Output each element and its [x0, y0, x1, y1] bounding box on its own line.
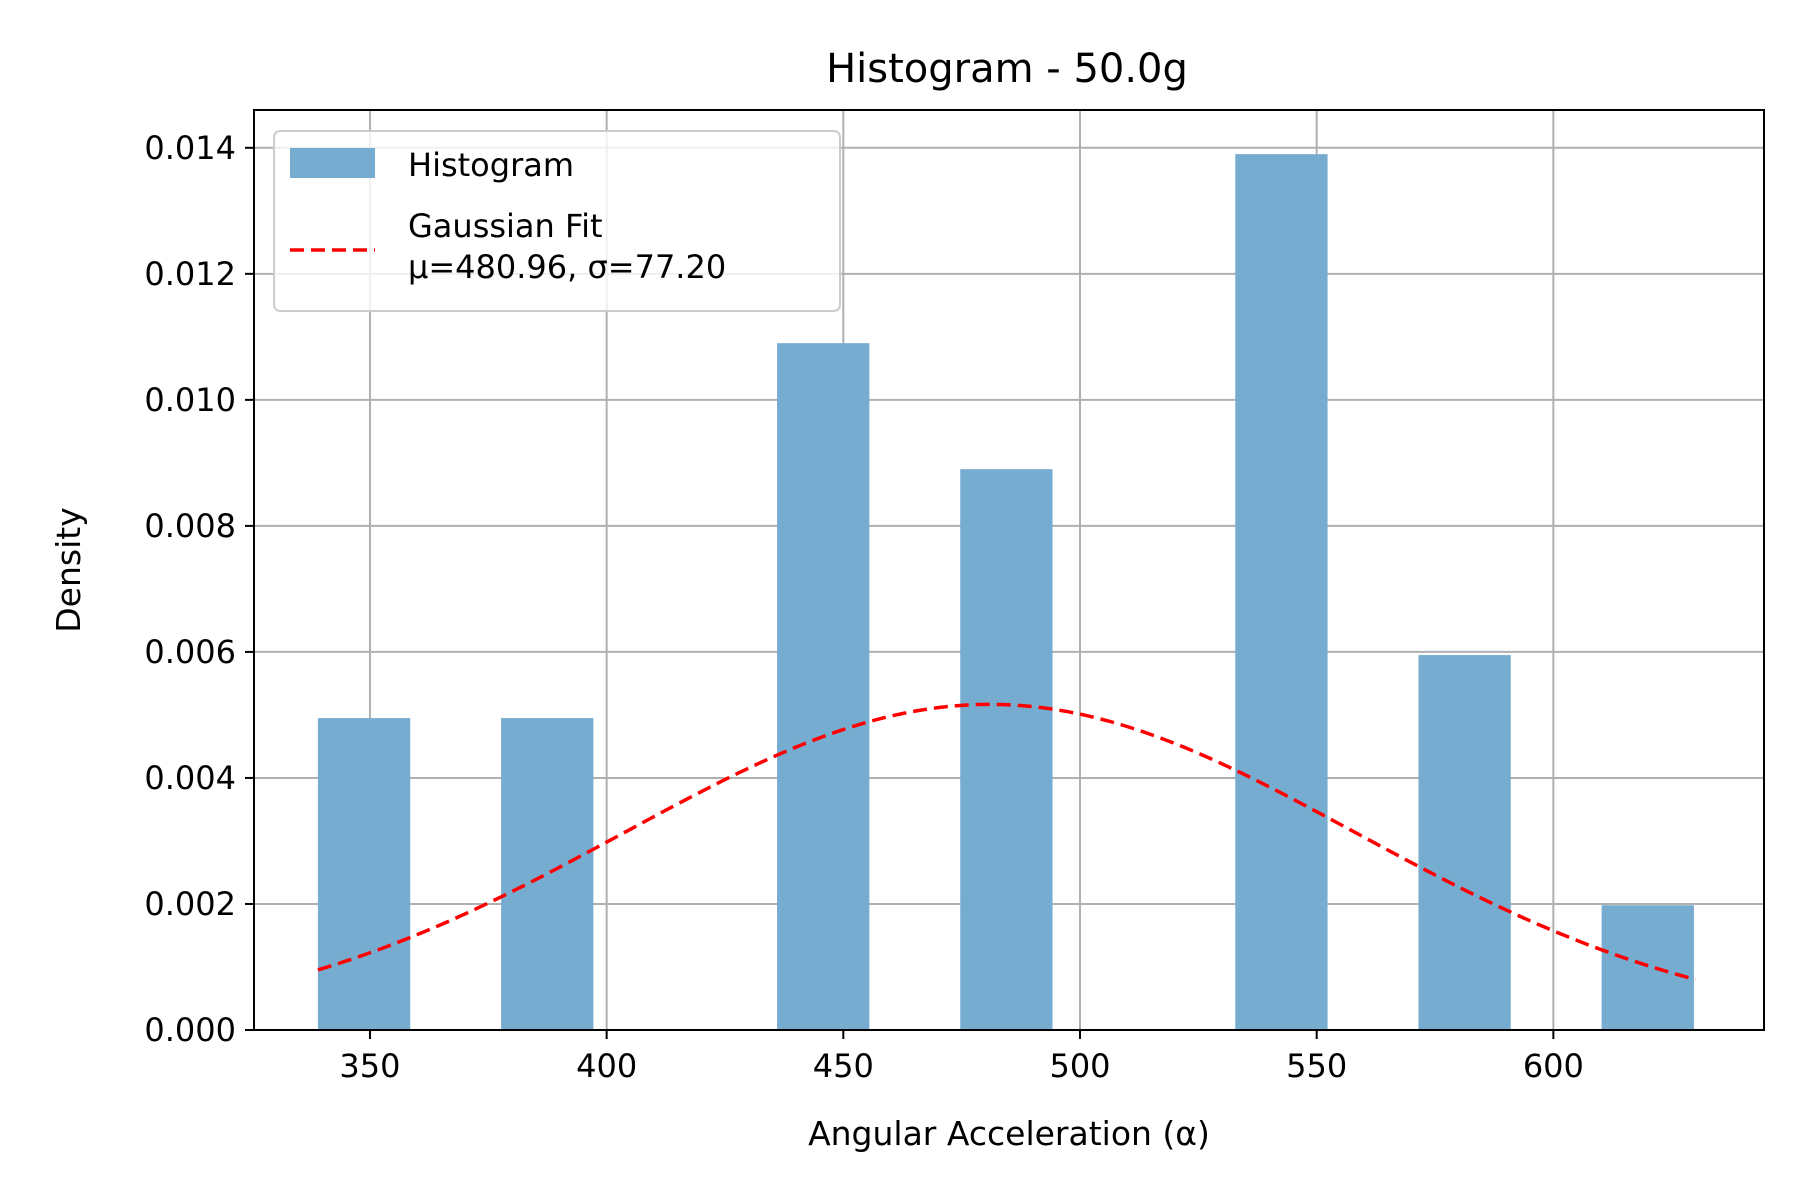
histogram-bar: [501, 718, 594, 1030]
y-tick-label: 0.012: [144, 255, 236, 293]
x-tick-label: 500: [1049, 1047, 1110, 1085]
grid-lines: [254, 110, 1764, 1031]
legend-fit-line-text: Gaussian Fit: [408, 207, 603, 245]
y-tick-label: 0.010: [144, 381, 236, 419]
y-tick-label: 0.004: [144, 759, 236, 797]
x-axis-ticks: 350 400 450 500 550 600: [339, 1030, 1584, 1085]
y-tick-label: 0.008: [144, 507, 236, 545]
histogram-bar: [1418, 655, 1511, 1030]
plot-frame: [253, 109, 1765, 1031]
legend-histogram-label: Histogram: [408, 146, 574, 184]
legend-box: [273, 130, 841, 312]
x-tick-label: 350: [339, 1047, 400, 1085]
legend-histogram-swatch: [290, 148, 375, 178]
x-tick-label: 600: [1523, 1047, 1584, 1085]
y-tick-label: 0.014: [144, 129, 236, 167]
histogram-bars: [317, 154, 1694, 1030]
histogram-bar: [1235, 154, 1328, 1030]
histogram-bar: [317, 718, 411, 1030]
y-tick-label: 0.006: [144, 633, 236, 671]
y-axis-label: Density: [49, 507, 88, 632]
gaussian-fit-curve: [317, 702, 1696, 982]
legend-fit-line-text: μ=480.96, σ=77.20: [408, 248, 726, 286]
histogram-bar: [960, 469, 1053, 1030]
histogram-bar: [1601, 905, 1694, 1030]
x-tick-label: 550: [1286, 1047, 1347, 1085]
legend: Histogram Gaussian Fit μ=480.96, σ=77.20: [273, 130, 841, 312]
histogram-bar: [777, 343, 870, 1030]
y-axis-ticks: 0.000 0.002 0.004 0.006 0.008 0.010 0.012 0.014: [144, 129, 254, 1049]
chart-title: Histogram - 50.0g: [826, 46, 1188, 92]
x-tick-label: 450: [813, 1047, 874, 1085]
y-tick-label: 0.000: [144, 1011, 236, 1049]
x-tick-label: 400: [576, 1047, 637, 1085]
x-axis-label: Angular Acceleration (α): [808, 1114, 1210, 1153]
legend-fit-label: Gaussian Fit μ=480.96, σ=77.20: [408, 207, 726, 286]
y-tick-label: 0.002: [144, 885, 236, 923]
gaussian-fit-line: [317, 702, 1696, 982]
